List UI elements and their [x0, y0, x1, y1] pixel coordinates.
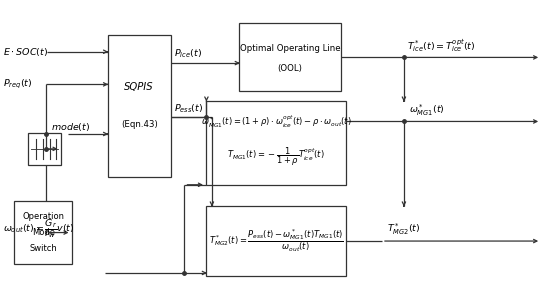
Bar — [206, 206, 346, 276]
Text: Optimal Operating Line: Optimal Operating Line — [240, 44, 340, 53]
Text: $P_{req}(t)$: $P_{req}(t)$ — [3, 78, 32, 91]
Bar — [28, 133, 61, 165]
Text: $P_{ess}(t)$: $P_{ess}(t)$ — [174, 102, 204, 115]
Text: $T^*_{MG2}(t)=\dfrac{P_{ess}(t)-\omega^*_{MG1}(t)T_{MG1}(t)}{\omega_{out}(t)}$: $T^*_{MG2}(t)=\dfrac{P_{ess}(t)-\omega^*… — [209, 228, 344, 254]
Text: $T_{MG1}(t)=-\dfrac{1}{1+\rho}T^{opt}_{ice}(t)$: $T_{MG1}(t)=-\dfrac{1}{1+\rho}T^{opt}_{i… — [228, 145, 325, 168]
Text: (OOL): (OOL) — [278, 64, 302, 74]
Text: $T^*_{MG2}(t)$: $T^*_{MG2}(t)$ — [387, 222, 421, 237]
Bar — [108, 35, 170, 176]
Text: $E\cdot SOC(t)$: $E\cdot SOC(t)$ — [3, 46, 48, 58]
Text: Switch: Switch — [29, 244, 57, 253]
Text: Operation: Operation — [22, 212, 64, 221]
Text: $T^*_{ice}(t)=T^{opt}_{ice}(t)$: $T^*_{ice}(t)=T^{opt}_{ice}(t)$ — [406, 37, 475, 54]
Text: Mode: Mode — [32, 228, 54, 237]
Bar — [14, 201, 72, 264]
Text: $P_{ice}(t)$: $P_{ice}(t)$ — [174, 48, 202, 60]
Text: (Eqn.43): (Eqn.43) — [121, 120, 158, 129]
Text: SQPIS: SQPIS — [124, 82, 154, 92]
Bar — [239, 23, 341, 91]
Bar — [206, 101, 346, 185]
Text: $mode(t)$: $mode(t)$ — [51, 121, 90, 133]
Text: $\omega^*_{MG1}(t)=(1+\rho)\cdot\omega^{opt}_{ice}(t)-\rho\cdot\omega_{out}(t)$: $\omega^*_{MG1}(t)=(1+\rho)\cdot\omega^{… — [201, 113, 351, 130]
Text: $\omega^*_{MG1}(t)$: $\omega^*_{MG1}(t)$ — [409, 103, 445, 118]
Text: $\omega_{out}(t)=\dfrac{G_r}{r_w}v(t)$: $\omega_{out}(t)=\dfrac{G_r}{r_w}v(t)$ — [3, 217, 74, 241]
